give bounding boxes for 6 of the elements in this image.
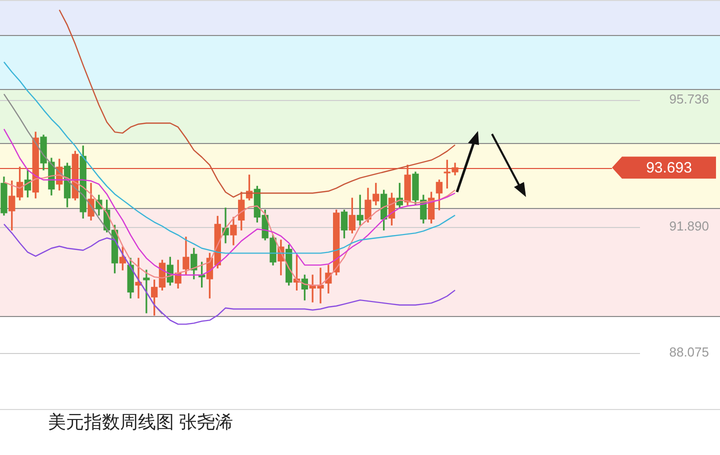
y-tick-label: 88.075: [669, 344, 709, 360]
ref-line-label: 93.693: [646, 160, 692, 177]
y-tick-label: 95.736: [669, 92, 709, 107]
candlestick: [356, 194, 364, 226]
text: 美元指数周线图 张尧浠: [48, 411, 234, 434]
y-tick-label: 91.890: [669, 218, 709, 234]
